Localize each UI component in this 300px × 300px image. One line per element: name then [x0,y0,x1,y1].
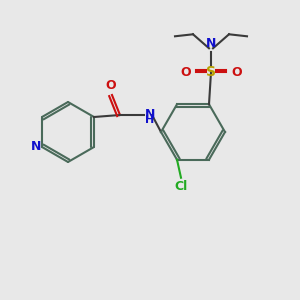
Text: H: H [145,115,154,125]
Text: O: O [180,66,191,79]
Text: N: N [145,107,155,121]
Text: O: O [106,79,116,92]
Text: O: O [231,66,242,79]
Text: S: S [206,65,216,79]
Text: N: N [31,140,41,154]
Text: N: N [206,37,216,50]
Text: Cl: Cl [174,180,188,193]
